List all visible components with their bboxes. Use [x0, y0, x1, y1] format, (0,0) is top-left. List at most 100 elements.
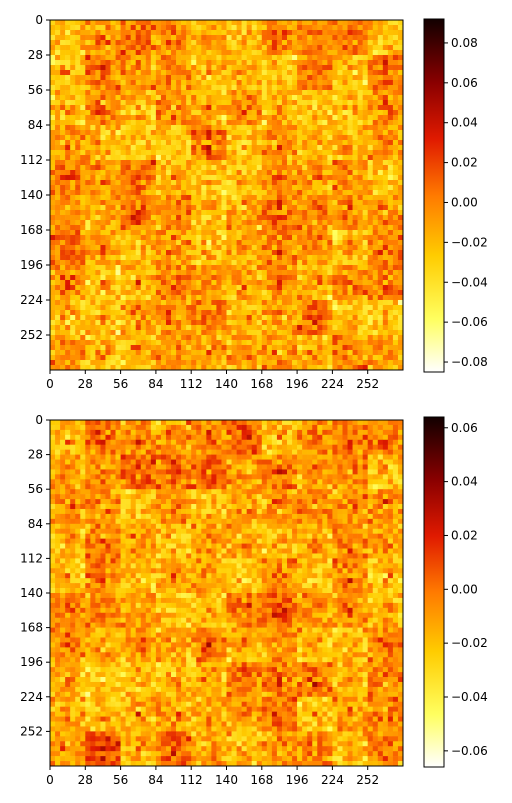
heatmap-cell [165, 25, 172, 31]
heatmap-cell [186, 175, 192, 181]
heatmap-cell [221, 125, 227, 131]
heatmap-tile [50, 55, 86, 91]
heatmap-cell [317, 340, 323, 346]
heatmap-cell [276, 350, 283, 356]
heatmap-cell [387, 220, 394, 226]
heatmap-cell [186, 230, 192, 236]
heatmap-cell [211, 265, 217, 271]
heatmap-cell [125, 355, 131, 361]
heatmap-cell [50, 145, 56, 151]
heatmap-cell [100, 290, 106, 296]
heatmap-cell [266, 20, 273, 26]
heatmap-cell [110, 360, 116, 366]
heatmap-cell [55, 260, 61, 266]
heatmap-cell [367, 180, 374, 186]
heatmap-cell [80, 195, 86, 201]
heatmap-cell [196, 65, 202, 71]
heatmap-cell [75, 305, 81, 311]
heatmap-cell [176, 75, 182, 81]
heatmap-cell [276, 300, 283, 306]
heatmap-cell [105, 100, 111, 106]
heatmap-cell [231, 135, 237, 141]
heatmap-cell [176, 320, 182, 326]
heatmap-cell [266, 275, 273, 281]
heatmap-cell [181, 75, 187, 81]
heatmap-cell [55, 210, 61, 216]
heatmap-cell [145, 80, 152, 86]
heatmap-cell [377, 40, 384, 46]
heatmap-tile [50, 90, 86, 126]
heatmap-cell [236, 80, 242, 86]
heatmap-cell [317, 240, 323, 246]
heatmap-cell [231, 250, 237, 256]
heatmap-cell [367, 290, 374, 296]
heatmap-cell [50, 130, 56, 136]
heatmap-cell [397, 105, 404, 111]
heatmap-cell [120, 260, 126, 266]
heatmap-cell [130, 305, 137, 311]
heatmap-cell [90, 320, 96, 326]
heatmap-cell [226, 295, 232, 301]
heatmap-cell [256, 145, 263, 151]
heatmap-cell [397, 300, 404, 306]
heatmap-cell [50, 240, 56, 246]
heatmap-cell [266, 120, 273, 126]
heatmap-cell [342, 35, 348, 41]
heatmap-cell [367, 350, 374, 356]
heatmap-cell [281, 210, 288, 216]
heatmap-cell [80, 350, 86, 356]
heatmap-cell [377, 250, 384, 256]
heatmap-cell [236, 300, 242, 306]
heatmap-cell [281, 310, 288, 316]
heatmap-cell [165, 290, 172, 296]
heatmap-cell [135, 230, 142, 236]
heatmap-cell [60, 120, 66, 126]
heatmap-cell [357, 310, 363, 316]
heatmap-cell [246, 70, 253, 76]
heatmap-cell [50, 60, 56, 66]
heatmap-cell [155, 330, 162, 336]
heatmap-cell [342, 310, 348, 316]
heatmap-cell [287, 235, 293, 241]
heatmap-cell [261, 320, 268, 326]
heatmap-cell [181, 190, 187, 196]
heatmap-cell [70, 30, 76, 36]
heatmap-cell [211, 245, 217, 251]
heatmap-cell [155, 275, 162, 281]
heatmap-cell [292, 195, 298, 201]
heatmap-cell [70, 260, 76, 266]
heatmap-cell [297, 260, 303, 266]
heatmap-cell [176, 275, 182, 281]
heatmap-cell [387, 335, 394, 341]
heatmap-cell [377, 20, 384, 26]
heatmap-cell [186, 270, 192, 276]
heatmap-cell [231, 120, 237, 126]
heatmap-cell [312, 45, 318, 51]
heatmap-cell [150, 120, 157, 126]
heatmap-cell [337, 20, 343, 26]
heatmap-cell [397, 280, 404, 286]
heatmap-cell [362, 90, 368, 96]
heatmap-cell [372, 150, 379, 156]
heatmap-cell [95, 295, 101, 301]
heatmap-cell [140, 345, 147, 351]
heatmap-cell [337, 230, 343, 236]
heatmap-cell [211, 150, 217, 156]
heatmap-cell [95, 80, 101, 86]
heatmap-cell [181, 200, 187, 206]
heatmap-cell [176, 40, 182, 46]
heatmap-cell [266, 180, 273, 186]
heatmap-cell [322, 285, 328, 291]
heatmap-cell [181, 230, 187, 236]
heatmap-cell [327, 130, 333, 136]
heatmap-cell [130, 315, 137, 321]
heatmap-cell [392, 70, 399, 76]
heatmap-cell [297, 340, 303, 346]
heatmap-cell [135, 145, 142, 151]
heatmap-cell [186, 100, 192, 106]
heatmap-cell [75, 70, 81, 76]
heatmap-cell [266, 250, 273, 256]
heatmap-cell [206, 205, 212, 211]
heatmap-cell [90, 185, 96, 191]
heatmap-cell [110, 290, 116, 296]
